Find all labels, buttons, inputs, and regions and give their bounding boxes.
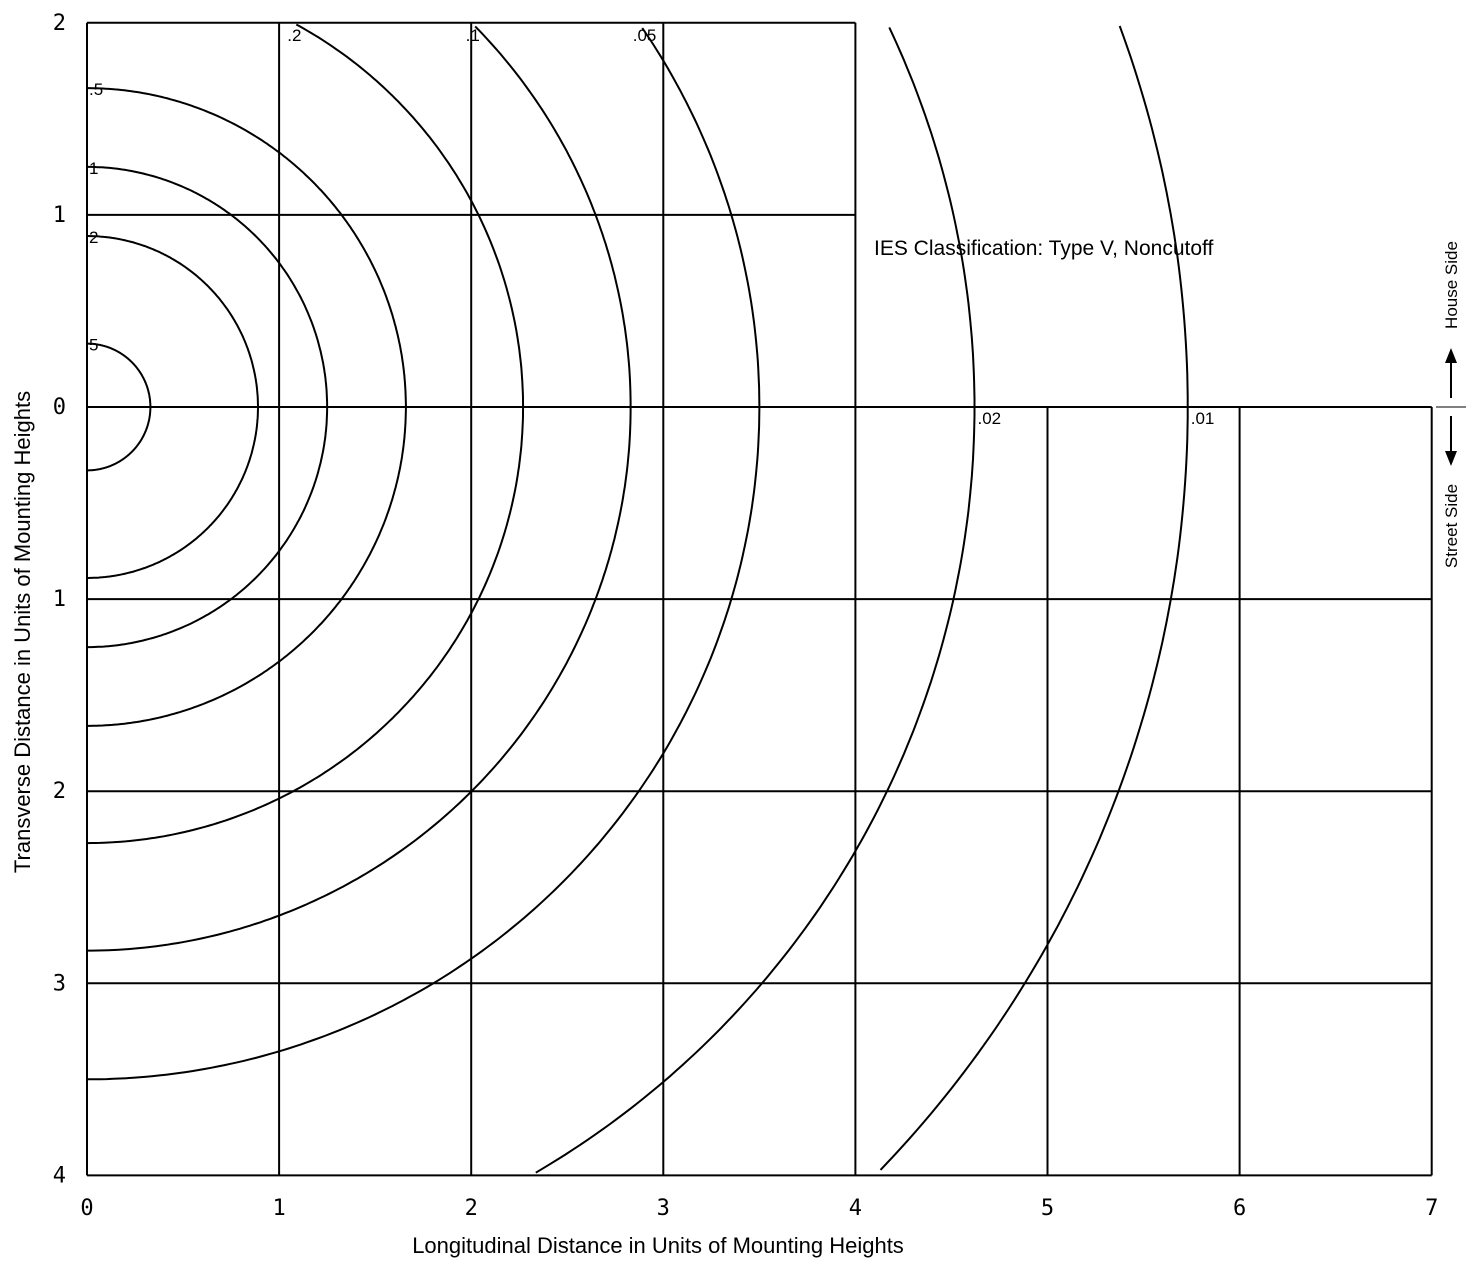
x-tick-label-6: 6 [1233,1196,1246,1221]
x-axis-title: Longitudinal Distance in Units of Mounti… [412,1233,904,1258]
x-tick-label-3: 3 [657,1196,670,1221]
contour-layer [86,23,1189,1174]
y-tick-street-2: 2 [53,779,66,804]
contour-5 [87,25,632,952]
contour-label-8: .01 [1191,409,1215,428]
contour-6 [87,27,761,1081]
contour-label-4: .2 [287,26,301,45]
street-side-arrowhead-icon [1445,451,1457,466]
x-tick-label-7: 7 [1425,1196,1438,1221]
side-indicator: House Side Street Side [1436,241,1466,568]
contour-0 [87,342,152,472]
label-layer: 5 2 1 .5 .2 .1 .05 .02 .01 [89,26,1214,428]
contour-label-1: 2 [89,228,98,247]
contour-4 [86,23,525,845]
house-side-arrowhead-icon [1445,348,1457,363]
contour-3 [87,87,407,727]
contour-2 [87,165,329,649]
y-tick-house-1: 1 [53,203,66,228]
contour-7 [535,27,976,1174]
x-tick-label-0: 0 [80,1196,93,1221]
contour-label-7: .02 [978,409,1002,428]
x-tick-label-5: 5 [1041,1196,1054,1221]
x-tick-label-2: 2 [465,1196,478,1221]
contour-label-6: .05 [633,26,657,45]
annotation-text: IES Classification: Type V, Noncutoff [874,237,1213,260]
x-tick-label-1: 1 [272,1196,285,1221]
contour-1 [87,235,259,579]
grid-layer [86,21,1433,1177]
contour-label-0: 5 [89,336,98,355]
y-tick-street-4: 4 [53,1163,66,1188]
y-tick-house-0: 0 [53,395,66,420]
house-side-label: House Side [1442,241,1461,329]
contour-label-2: 1 [89,159,98,178]
tick-layer: 0 1 2 3 4 5 6 7 0 1 2 1 2 3 4 [53,11,1439,1221]
contour-label-5: .1 [466,26,480,45]
x-tick-label-4: 4 [849,1196,862,1221]
y-tick-house-2: 2 [53,11,66,36]
y-axis-title: Transverse Distance in Units of Mounting… [10,391,35,873]
contour-label-3: .5 [89,80,103,99]
y-tick-street-3: 3 [53,971,66,996]
y-tick-street-1: 1 [53,587,66,612]
contour-8 [879,25,1189,1171]
street-side-label: Street Side [1442,484,1461,568]
